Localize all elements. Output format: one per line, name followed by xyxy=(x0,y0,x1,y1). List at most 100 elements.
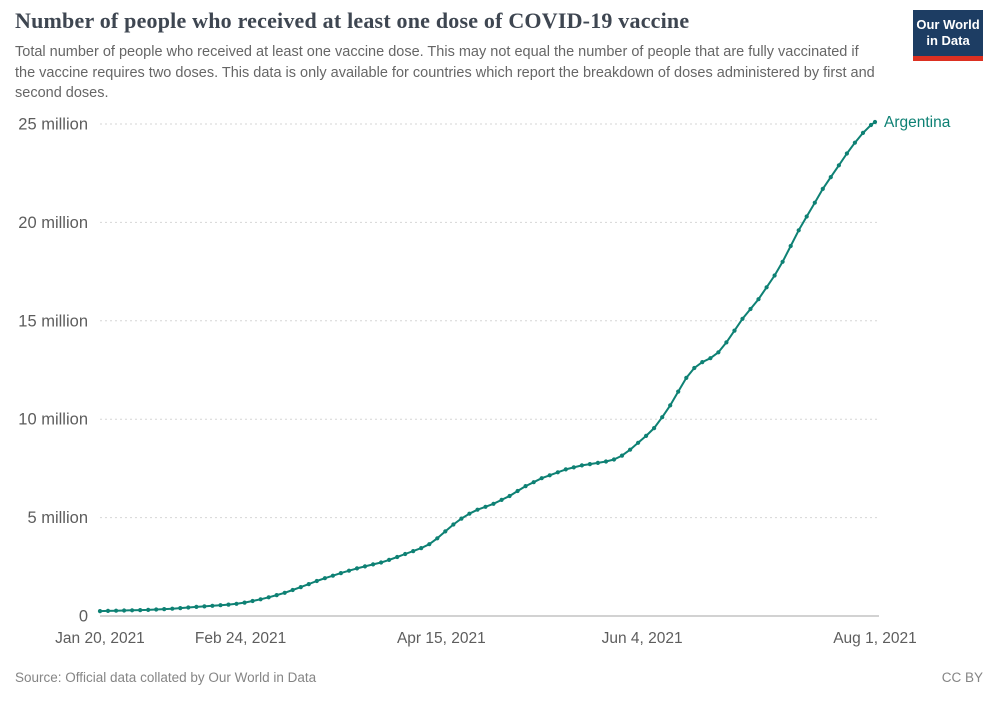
series-label-argentina[interactable]: Argentina xyxy=(884,114,951,131)
data-point-marker[interactable] xyxy=(652,426,657,431)
data-point-marker[interactable] xyxy=(644,433,649,438)
data-point-marker[interactable] xyxy=(162,607,167,612)
data-point-marker[interactable] xyxy=(740,316,745,321)
data-point-marker[interactable] xyxy=(796,228,801,233)
data-point-marker[interactable] xyxy=(467,511,472,516)
data-point-marker[interactable] xyxy=(266,595,271,600)
data-point-marker[interactable] xyxy=(298,585,303,590)
data-point-marker[interactable] xyxy=(772,273,777,278)
data-point-marker[interactable] xyxy=(836,163,842,168)
data-point-marker[interactable] xyxy=(660,415,665,420)
data-point-marker[interactable] xyxy=(362,564,368,569)
data-point-marker[interactable] xyxy=(210,603,215,608)
data-point-marker[interactable] xyxy=(764,285,769,290)
data-point-marker[interactable] xyxy=(628,447,633,452)
data-point-marker[interactable] xyxy=(700,360,705,365)
data-point-marker[interactable] xyxy=(435,536,440,541)
data-point-marker[interactable] xyxy=(178,606,183,611)
owid-logo[interactable]: Our World in Data xyxy=(913,10,983,61)
data-point-marker[interactable] xyxy=(146,607,151,613)
data-point-marker[interactable] xyxy=(507,493,512,499)
data-point-marker[interactable] xyxy=(427,542,432,547)
data-point-marker[interactable] xyxy=(138,608,143,613)
data-point-marker[interactable] xyxy=(788,243,793,249)
data-point-marker[interactable] xyxy=(756,297,761,302)
data-point-marker[interactable] xyxy=(780,259,785,264)
data-point-marker[interactable] xyxy=(708,356,713,361)
data-point-marker[interactable] xyxy=(499,497,504,502)
data-point-marker[interactable] xyxy=(692,365,697,371)
data-point-marker[interactable] xyxy=(282,590,287,595)
data-point-marker[interactable] xyxy=(603,459,609,464)
data-point-marker[interactable] xyxy=(114,608,119,613)
data-point-marker[interactable] xyxy=(346,568,352,573)
data-point-marker[interactable] xyxy=(371,562,376,567)
data-point-marker[interactable] xyxy=(242,600,247,605)
data-point-marker[interactable] xyxy=(194,604,199,610)
data-point-marker[interactable] xyxy=(724,340,729,345)
data-point-marker[interactable] xyxy=(619,453,625,458)
data-point-marker[interactable] xyxy=(491,501,496,506)
data-point-marker[interactable] xyxy=(531,480,536,485)
data-point-marker[interactable] xyxy=(411,549,416,554)
data-point-marker[interactable] xyxy=(732,328,737,333)
data-point-marker[interactable] xyxy=(828,175,833,180)
data-point-marker[interactable] xyxy=(804,214,809,219)
data-point-marker[interactable] xyxy=(483,504,488,509)
data-point-marker[interactable] xyxy=(274,593,279,598)
data-point-marker[interactable] xyxy=(451,522,456,527)
data-point-marker[interactable] xyxy=(676,389,681,394)
data-point-marker[interactable] xyxy=(595,460,601,465)
data-point-marker[interactable] xyxy=(250,598,255,604)
data-point-marker[interactable] xyxy=(844,151,850,156)
data-point-marker[interactable] xyxy=(314,578,319,584)
data-point-marker[interactable] xyxy=(202,604,207,609)
data-point-marker[interactable] xyxy=(218,603,223,608)
data-point-marker[interactable] xyxy=(186,605,191,610)
data-point-marker[interactable] xyxy=(330,573,335,578)
data-point-marker[interactable] xyxy=(636,440,641,445)
data-point-marker[interactable] xyxy=(322,576,327,581)
data-point-marker[interactable] xyxy=(571,465,576,470)
data-point-marker[interactable] xyxy=(812,200,817,205)
data-point-marker[interactable] xyxy=(872,119,878,125)
data-point-marker[interactable] xyxy=(122,608,127,613)
series-line-argentina[interactable] xyxy=(99,121,876,613)
data-point-marker[interactable] xyxy=(170,606,175,611)
data-point-marker[interactable] xyxy=(587,462,593,467)
data-point-marker[interactable] xyxy=(443,529,448,534)
data-point-marker[interactable] xyxy=(515,488,520,494)
data-point-marker[interactable] xyxy=(459,516,464,521)
data-point-marker[interactable] xyxy=(154,607,159,612)
data-point-marker[interactable] xyxy=(860,130,866,135)
data-point-marker[interactable] xyxy=(226,602,231,607)
data-point-marker[interactable] xyxy=(684,375,689,380)
data-point-marker[interactable] xyxy=(130,608,135,613)
data-point-marker[interactable] xyxy=(338,571,343,576)
data-point-marker[interactable] xyxy=(852,140,858,145)
data-point-marker[interactable] xyxy=(523,484,528,489)
data-point-marker[interactable] xyxy=(820,186,825,191)
data-point-marker[interactable] xyxy=(234,601,239,606)
data-point-marker[interactable] xyxy=(105,608,111,614)
data-point-marker[interactable] xyxy=(354,566,360,571)
data-point-marker[interactable] xyxy=(97,609,103,614)
data-point-marker[interactable] xyxy=(555,470,560,475)
data-point-marker[interactable] xyxy=(306,582,311,587)
data-point-marker[interactable] xyxy=(716,350,721,355)
data-point-marker[interactable] xyxy=(258,597,263,602)
data-point-marker[interactable] xyxy=(611,457,617,462)
data-point-marker[interactable] xyxy=(539,476,544,481)
data-point-marker[interactable] xyxy=(475,507,480,512)
data-point-marker[interactable] xyxy=(547,473,552,478)
data-point-marker[interactable] xyxy=(290,587,295,593)
data-point-marker[interactable] xyxy=(563,467,568,472)
license-badge[interactable]: CC BY xyxy=(941,670,983,685)
data-point-marker[interactable] xyxy=(387,557,392,563)
data-point-marker[interactable] xyxy=(379,560,384,565)
data-point-marker[interactable] xyxy=(668,403,673,408)
data-point-marker[interactable] xyxy=(868,122,874,128)
data-point-marker[interactable] xyxy=(403,551,408,557)
data-point-marker[interactable] xyxy=(419,546,424,551)
